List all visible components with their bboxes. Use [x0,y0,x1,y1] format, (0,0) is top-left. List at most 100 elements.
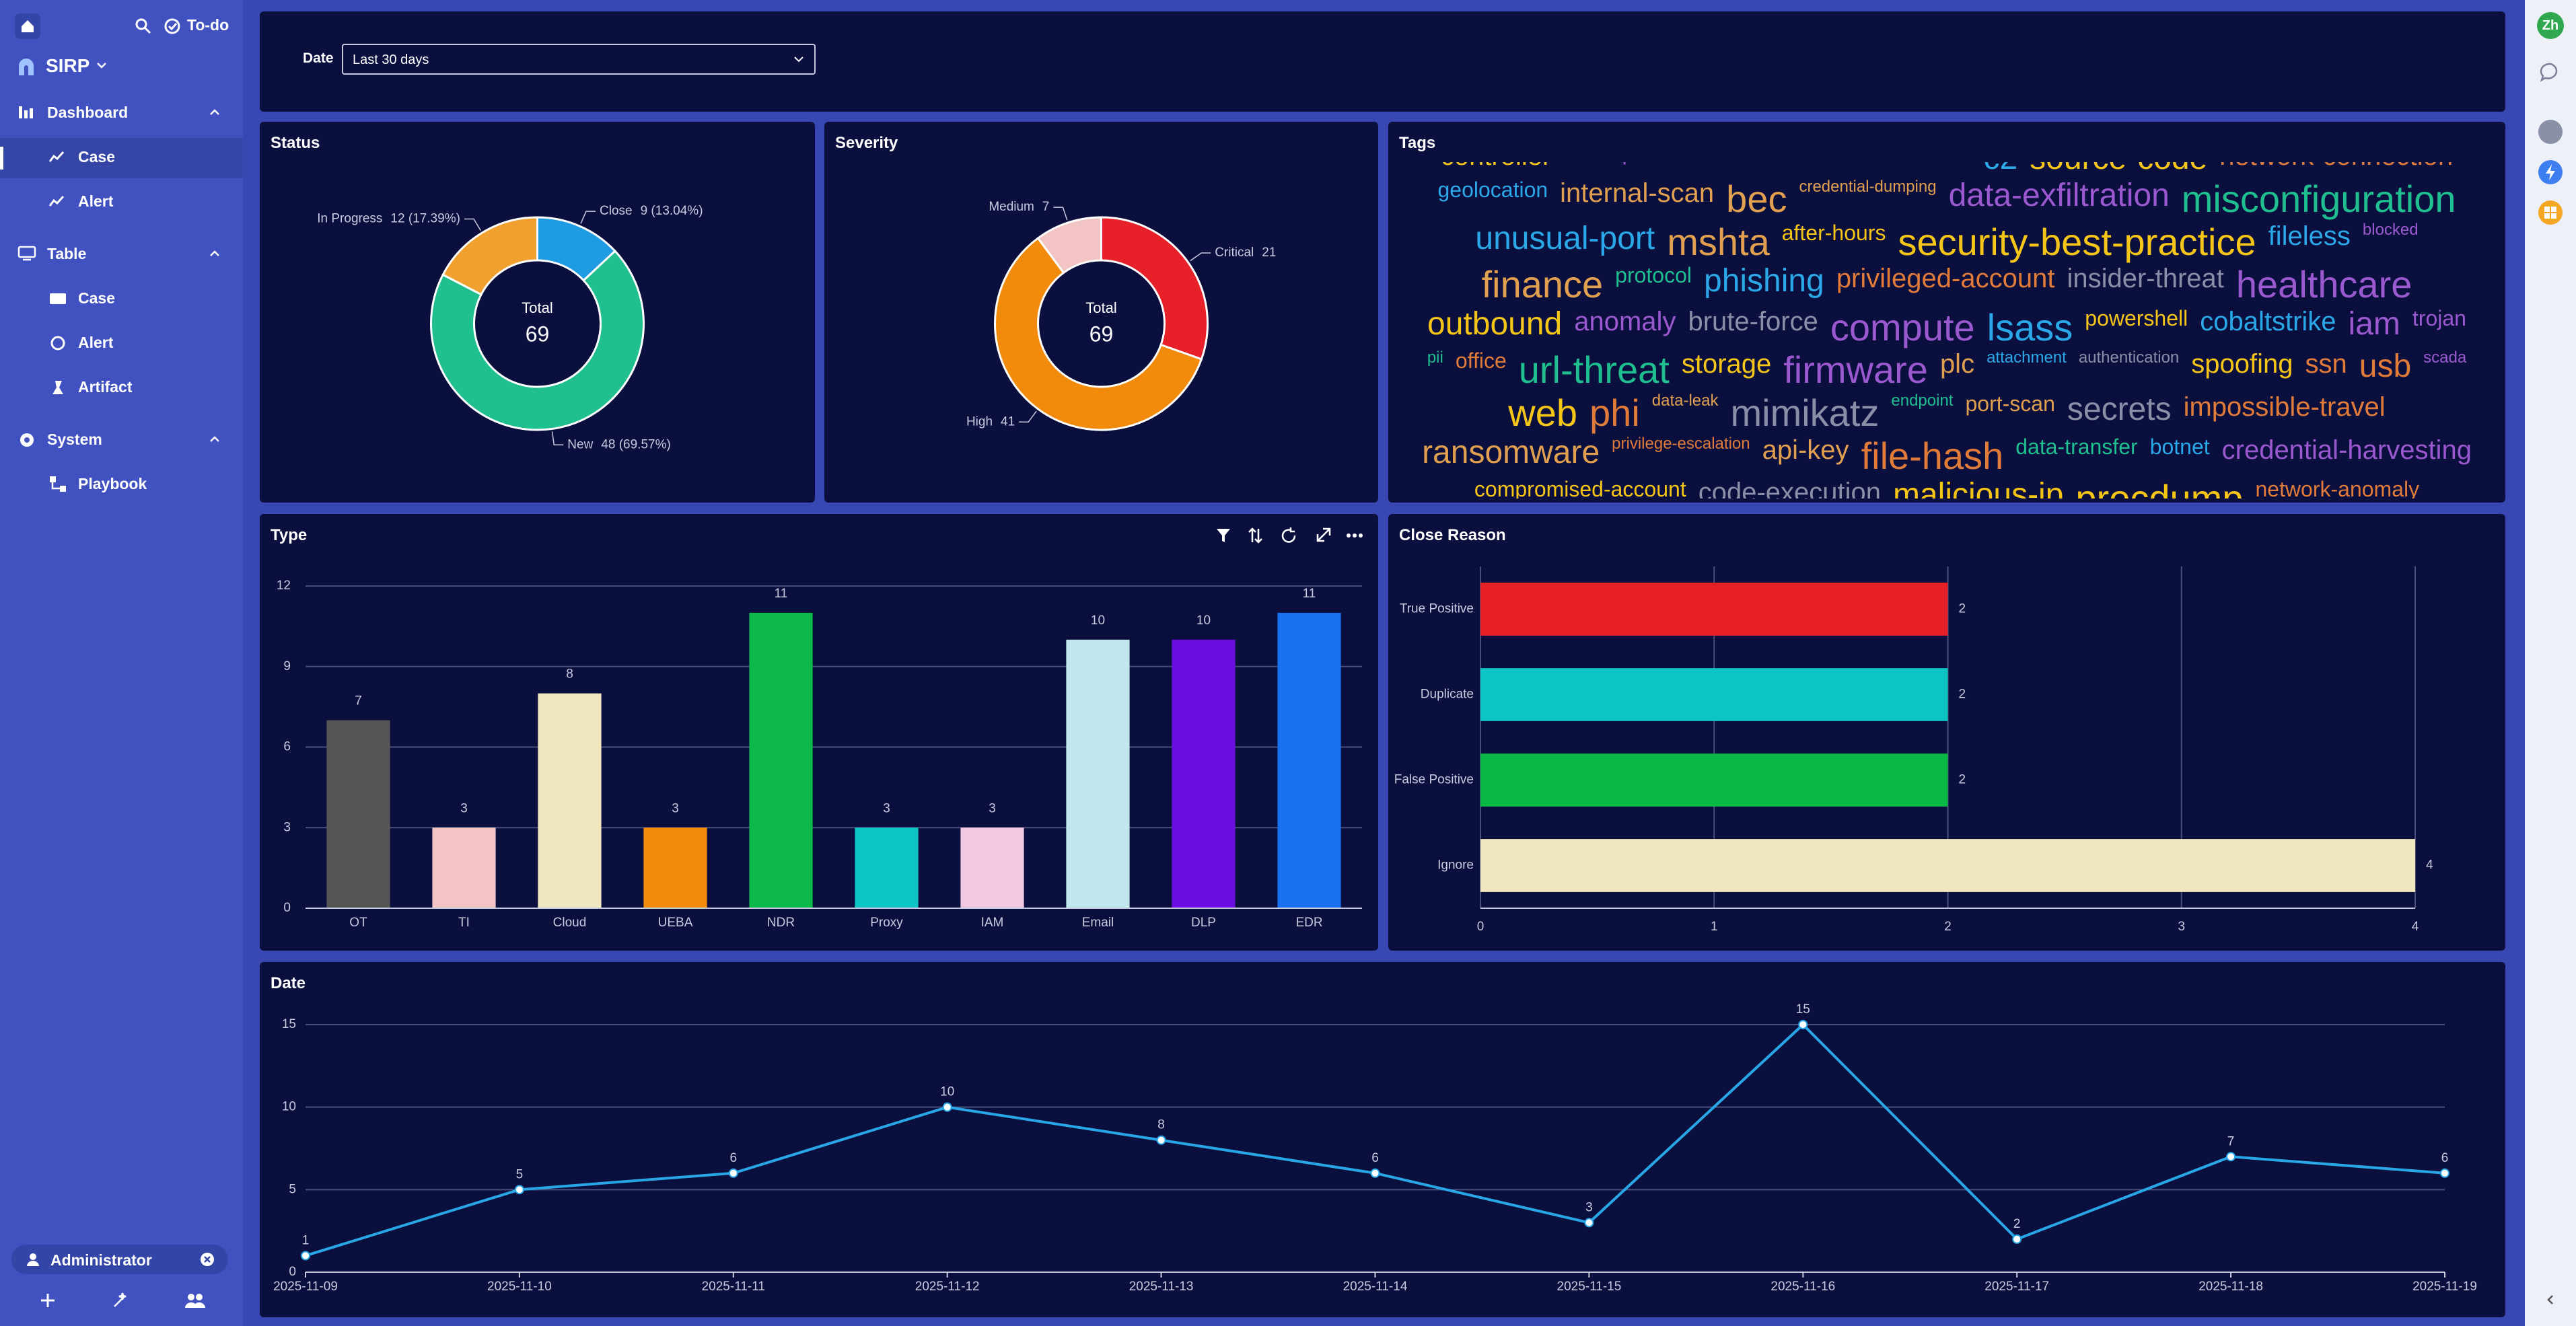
y-tick-label: 10 [282,1100,296,1114]
bolt-icon[interactable] [2538,160,2563,184]
nav-item[interactable]: Case [78,148,115,165]
tag-word: mshta [1667,220,1770,263]
x-tick-label: 4 [2412,920,2419,934]
nav-active-bg [0,138,243,178]
nav-item[interactable]: Alert [78,192,114,210]
apps-icon[interactable] [2538,200,2563,225]
team-icon[interactable] [184,1292,206,1309]
todo-icon[interactable] [164,17,181,35]
tag-word: malicious-ip [1893,477,2064,499]
close-reason-panel: Close Reason 0 1 2 3 4 True Positive 2 Duplicat… [1388,514,2505,951]
user-pill[interactable]: Administrator [11,1245,228,1274]
avatar[interactable]: Zh [2537,12,2564,39]
collapse-icon[interactable] [209,433,221,445]
magic-icon[interactable] [112,1292,129,1309]
nav-section[interactable]: Table [47,245,87,262]
tag-word: data-exfiltration [1948,178,2170,214]
center-label: Total [522,299,552,316]
home-icon[interactable] [15,13,40,39]
bar [855,827,919,908]
value-label: 2 [2013,1217,2021,1231]
more-tool[interactable] [1347,533,1363,538]
bar [749,612,813,908]
tag-word: credential-dumping [1799,178,1937,196]
todo-link[interactable]: To-do [187,16,229,34]
filter-tool[interactable] [1217,529,1230,542]
add-icon[interactable] [39,1292,57,1309]
bar [960,827,1024,908]
app-caret[interactable] [96,59,108,71]
value-label: 7 [355,694,362,708]
point [1584,1218,1594,1228]
slice-label: High 41 [966,414,1015,429]
x-tick-label: 2025-11-13 [1129,1280,1194,1294]
tag-word: iam [2348,305,2400,342]
chat-icon[interactable] [2540,62,2561,82]
x-tick-label: TI [458,916,470,930]
point [1156,1135,1166,1145]
x-tick-label: 2025-11-19 [2412,1280,2477,1294]
x-tick-label: 2025-11-12 [915,1280,980,1294]
tag-word: phi [1589,392,1640,434]
x-tick-label: DLP [1191,916,1216,930]
x-tick-label: 2025-11-09 [273,1280,338,1294]
collapse-rail-icon[interactable] [2544,1293,2557,1306]
tags-panel: Tags controller metasploit beaconing downlo… [1388,122,2505,503]
value-label: 6 [2441,1151,2449,1165]
collapse-icon[interactable] [209,106,221,118]
sort-tool[interactable] [1248,527,1262,544]
app-name[interactable]: SIRP [46,55,90,76]
pie-slice [1100,216,1209,361]
point [2226,1152,2236,1162]
bar [1172,639,1236,908]
dashboard-icon [19,106,33,118]
nav-item[interactable]: Alert [78,334,114,351]
y-tick-label: 9 [283,659,291,673]
tag-word: procdump [2075,477,2244,499]
leader-line [464,218,481,231]
search-icon[interactable] [135,17,152,35]
nav-item[interactable]: Case [78,289,115,307]
center-label: Total [1085,299,1116,316]
panel-title: Close Reason [1399,526,1506,544]
filter-panel: Date Last 30 days [260,11,2505,112]
logout-icon[interactable] [200,1252,215,1267]
leader-line [1019,410,1037,423]
nav-section[interactable]: Dashboard [47,104,129,121]
value-label: 3 [883,801,890,815]
tag-word: cobaltstrike [2200,306,2336,336]
collapse-icon[interactable] [209,248,221,260]
value-label: 4 [2426,858,2433,873]
nav-item[interactable]: Artifact [78,378,133,396]
alert-icon [48,195,65,207]
expand-tool[interactable] [1316,527,1331,542]
tag-word: usb [2359,348,2412,385]
tag-word: mimikatz [1730,392,1880,434]
tag-word: spoofing [2191,349,2293,379]
tag-word: code-execution [1698,478,1881,499]
notify-icon[interactable] [2538,120,2563,144]
case-icon [50,293,66,304]
refresh-tool[interactable] [1281,527,1296,543]
slice-category: Critical [1215,246,1254,260]
tag-word: misconfiguration [2181,178,2456,221]
x-tick-label: 2025-11-11 [702,1280,765,1294]
nav-item[interactable]: Playbook [78,475,147,492]
tag-word: ssn [2305,349,2347,379]
tag-word: trojan [2412,305,2466,330]
x-tick-label: Proxy [870,916,903,930]
tag-word: source-code [2030,162,2207,177]
value-label: 11 [1303,587,1316,601]
tag-word: lsass [1987,305,2073,348]
value-label: 2 [1959,602,1966,616]
nav-section[interactable]: System [47,431,102,448]
date-select[interactable]: Last 30 days [342,44,816,75]
bar [1277,612,1341,908]
tag-word: ransomware [1422,434,1600,470]
bar [432,827,496,908]
point [2440,1168,2449,1178]
type-panel: Type 0 3 6 9 12 7 OT 3 TI 8 Cloud 3 UEBA 11 NDR 3 Proxy 3… [260,514,1378,951]
slice-category: In Progress [317,212,382,226]
x-tick-label: 3 [2178,920,2185,934]
